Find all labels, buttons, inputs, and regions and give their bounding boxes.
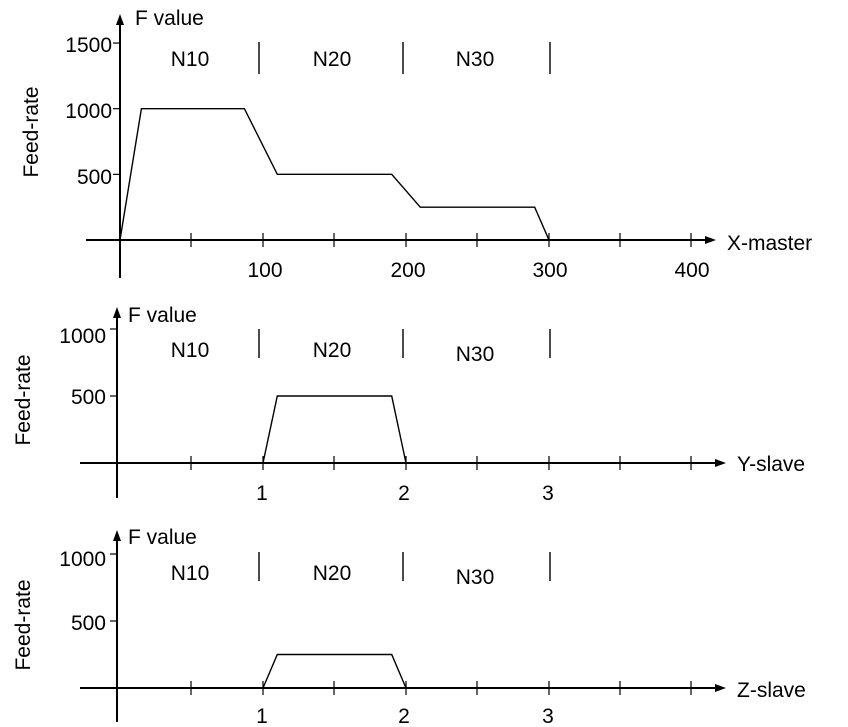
block-label-n20: N20 [313, 48, 352, 71]
block-label-n30: N30 [456, 48, 495, 71]
y-axis-arrow [113, 307, 121, 318]
panel-artwork [86, 14, 716, 278]
block-label-n10: N10 [171, 48, 210, 71]
panel-y-slave: Feed-rate F value Y-slave 1000 500 1 2 3… [12, 304, 805, 505]
block-label-n20: N20 [313, 562, 352, 585]
x-tick-label: 1 [256, 705, 268, 727]
y-axis-title: F value [128, 304, 197, 327]
y-tick-label: 500 [71, 612, 106, 635]
y-axis-label: Feed-rate [12, 579, 35, 670]
axis-name-label: Y-slave [737, 453, 805, 476]
axis-name-label: X-master [727, 232, 812, 255]
x-axis-arrow [715, 684, 726, 692]
y-tick-label: 1000 [59, 325, 106, 348]
block-label-n30: N30 [456, 566, 495, 589]
y-axis-label: Feed-rate [20, 86, 43, 177]
panel-x-master: Feed-rate F value X-master 1500 1000 500… [20, 7, 812, 282]
y-tick-label: 1000 [65, 100, 112, 123]
y-axis-title: F value [128, 526, 197, 549]
x-tick-label: 100 [247, 259, 282, 282]
y-tick-label: 500 [71, 386, 106, 409]
y-tick-label: 1000 [59, 548, 106, 571]
panel-artwork [80, 307, 726, 498]
y-axis-label: Feed-rate [12, 354, 35, 445]
block-label-n30: N30 [456, 343, 495, 366]
x-tick-label: 2 [398, 705, 410, 727]
x-axis-arrow [705, 236, 716, 244]
x-tick-label: 200 [390, 259, 425, 282]
x-tick-label: 3 [542, 482, 554, 505]
panel-z-slave: Feed-rate F value Z-slave 1000 500 1 2 3… [12, 526, 806, 727]
y-axis-arrow [116, 14, 124, 25]
x-tick-label: 300 [532, 259, 567, 282]
y-tick-label: 1500 [65, 34, 112, 57]
x-tick-label: 1 [256, 482, 268, 505]
feed-rate-curve [119, 107, 550, 241]
feed-rate-curve [262, 653, 407, 689]
block-label-n10: N10 [171, 562, 210, 585]
x-axis-arrow [715, 459, 726, 467]
x-tick-label: 2 [398, 482, 410, 505]
block-label-n10: N10 [171, 339, 210, 362]
y-tick-label: 500 [77, 166, 112, 189]
feed-rate-curve [262, 395, 407, 464]
y-axis-arrow [113, 530, 121, 541]
x-tick-label: 400 [674, 259, 709, 282]
axis-name-label: Z-slave [737, 679, 806, 702]
x-tick-label: 3 [542, 705, 554, 727]
block-label-n20: N20 [313, 339, 352, 362]
y-axis-title: F value [135, 7, 204, 30]
panel-artwork [80, 530, 726, 722]
